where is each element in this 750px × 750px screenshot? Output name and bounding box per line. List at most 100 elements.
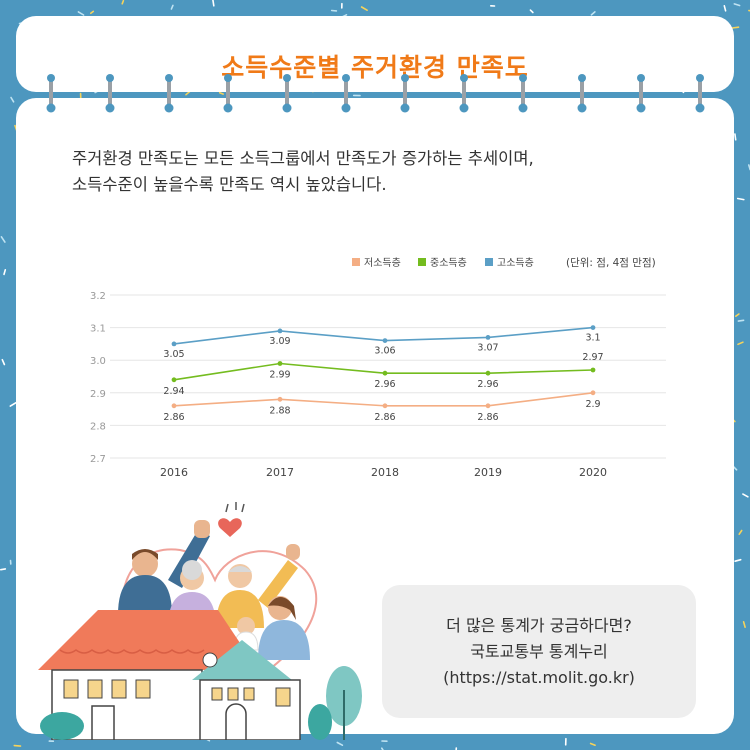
legend-label: 고소득층 <box>497 257 534 269</box>
confetti-dash <box>742 493 749 498</box>
binder-ring <box>164 74 174 113</box>
x-tick-label: 2018 <box>371 466 399 479</box>
data-label: 2.86 <box>163 412 184 423</box>
confetti-dash <box>121 0 125 5</box>
small-heart-icon <box>218 518 242 537</box>
binder-ring <box>695 74 705 113</box>
data-label: 2.94 <box>163 386 184 397</box>
confetti-dash <box>380 747 384 750</box>
data-label: 3.06 <box>374 346 395 357</box>
data-point <box>171 341 177 347</box>
confetti-dash <box>90 10 95 15</box>
left-house-windows <box>63 679 151 699</box>
binder-ring <box>46 74 56 113</box>
data-point <box>277 361 283 366</box>
confetti-dash <box>738 529 743 536</box>
data-point <box>171 377 177 383</box>
data-point <box>171 403 177 409</box>
legend-item: 중소득층 <box>418 257 467 269</box>
data-point <box>590 367 596 373</box>
x-tick-label: 2016 <box>160 466 188 479</box>
series-1: 2.86 2.88 2.86 2.86 2.9 <box>163 390 601 423</box>
data-label: 3.07 <box>477 342 498 353</box>
confetti-dash <box>360 6 368 11</box>
y-tick-label: 2.8 <box>90 421 106 432</box>
confetti-dash <box>0 236 6 243</box>
data-label: 2.96 <box>477 379 498 390</box>
person-child-head <box>237 617 255 635</box>
binder-ring <box>577 74 587 113</box>
intro-line-2: 소득수준이 높을수록 만족도 역시 높았습니다. <box>72 175 387 194</box>
data-point <box>590 325 596 330</box>
title-card: 소득수준별 주거환경 만족도 <box>16 16 734 92</box>
series-2: 2.94 2.99 2.96 2.96 2.97 <box>163 352 603 397</box>
person-dad-head <box>132 551 158 577</box>
info-box: 더 많은 통계가 궁금하다면? 국토교통부 통계누리 (https://stat… <box>382 585 696 718</box>
legend-swatch <box>352 258 360 266</box>
confetti-dash <box>742 620 746 629</box>
confetti-dash <box>10 96 15 103</box>
confetti-dash <box>212 0 215 7</box>
confetti-dash <box>731 26 740 29</box>
binder-ring <box>518 74 528 113</box>
data-point <box>590 390 596 396</box>
confetti-dash <box>736 197 745 201</box>
data-point <box>277 396 283 402</box>
left-house-roof <box>38 610 258 670</box>
confetti-dash <box>170 4 174 10</box>
confetti-dash <box>733 3 741 7</box>
person-mom-body <box>258 620 310 660</box>
data-label: 2.9 <box>585 399 600 410</box>
confetti-dash <box>737 319 745 322</box>
page-title: 소득수준별 주거환경 만족도 <box>221 53 529 82</box>
binder-ring <box>282 74 292 113</box>
data-label: 2.96 <box>374 379 395 390</box>
data-label: 3.1 <box>585 333 600 344</box>
y-tick-label: 3.1 <box>90 324 106 335</box>
data-point <box>485 370 491 376</box>
data-label: 2.86 <box>477 412 498 423</box>
unit-note: (단위: 점, 4점 만점) <box>566 256 656 269</box>
x-tick-label: 2019 <box>474 466 502 479</box>
legend-item: 저소득층 <box>352 257 401 269</box>
person-dad-body <box>118 575 172 615</box>
binder-ring <box>105 74 115 113</box>
y-tick-label: 3.2 <box>90 291 106 302</box>
family-houses-illustration <box>38 502 362 740</box>
data-point <box>382 338 388 343</box>
confetti-dash <box>0 568 7 571</box>
data-point <box>382 403 388 409</box>
binder-rings <box>46 74 705 113</box>
y-tick-label: 2.7 <box>90 454 106 465</box>
series-line <box>173 392 594 407</box>
confetti-dash <box>734 558 742 563</box>
confetti-dash <box>3 268 7 276</box>
binder-ring <box>341 74 351 113</box>
data-point <box>485 335 491 340</box>
data-label: 2.88 <box>269 405 290 416</box>
bush-icon <box>40 712 84 740</box>
confetti-dash <box>590 11 596 16</box>
data-point <box>485 403 491 409</box>
x-tick-label: 2017 <box>266 466 294 479</box>
confetti-dash <box>336 741 344 747</box>
line-chart: 2.7 2.8 2.9 3.0 3.1 3.2 2016 2017 2018 2019 2020 2.… <box>90 256 666 479</box>
confetti-dash <box>1 358 6 366</box>
y-tick-label: 2.9 <box>90 389 106 400</box>
confetti-dash <box>218 91 224 95</box>
info-line-1: 더 많은 통계가 궁금하다면? <box>446 615 632 635</box>
binder-ring <box>459 74 469 113</box>
legend-item: 고소득층 <box>485 257 534 269</box>
person-grandpa-body <box>216 590 264 628</box>
x-tick-label: 2020 <box>579 466 607 479</box>
data-label: 2.86 <box>374 412 395 423</box>
info-link[interactable]: (https://stat.molit.go.kr) <box>443 667 635 687</box>
round-window <box>202 652 218 668</box>
data-label: 3.05 <box>163 349 184 360</box>
confetti-dash <box>9 401 17 407</box>
legend-label: 저소득층 <box>364 257 401 269</box>
intro-text: 주거환경 만족도는 모든 소득그룹에서 만족도가 증가하는 추세이며, 소득수준… <box>72 146 672 198</box>
confetti-dash <box>723 5 727 12</box>
left-house-door <box>91 705 115 740</box>
intro-line-1: 주거환경 만족도는 모든 소득그룹에서 만족도가 증가하는 추세이며, <box>72 149 534 168</box>
